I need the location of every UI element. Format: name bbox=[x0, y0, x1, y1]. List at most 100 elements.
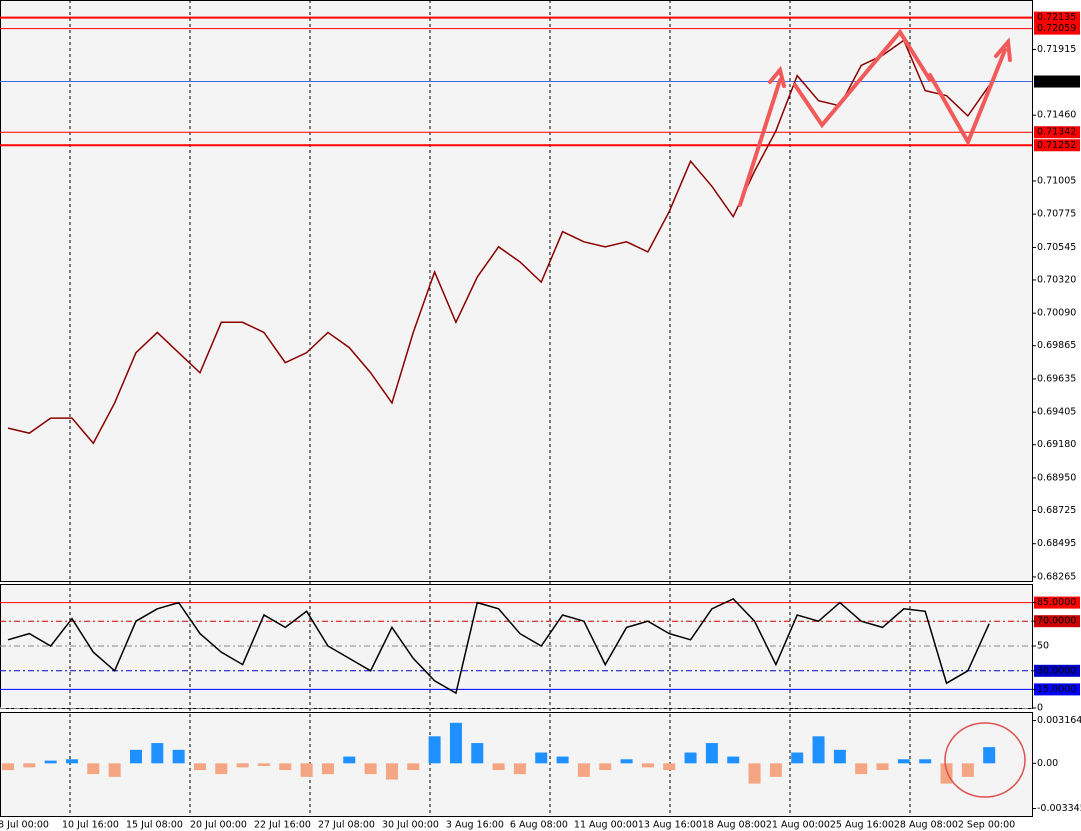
y-tick-label: 0.70545 bbox=[1037, 242, 1076, 253]
y-tick-label: 0.71915 bbox=[1037, 44, 1076, 55]
tick-label-box bbox=[1034, 664, 1080, 677]
marks: 0.71915 0.71460 0.71005 0.70775 0.70545 0.703… bbox=[0, 11, 1081, 831]
histogram-bar bbox=[599, 763, 612, 771]
level-label-box bbox=[1034, 126, 1080, 139]
histogram-bar bbox=[193, 763, 206, 771]
histogram-bar bbox=[257, 763, 270, 767]
y-tick-label: 0.69865 bbox=[1037, 340, 1076, 351]
x-tick-label: 6 Aug 08:00 bbox=[510, 820, 568, 831]
histogram-bar bbox=[23, 763, 36, 768]
y-tick-label: 0.69180 bbox=[1037, 439, 1076, 450]
histogram-bar bbox=[983, 747, 996, 764]
histogram-bar bbox=[684, 752, 697, 764]
price-panel bbox=[0, 0, 1032, 581]
y-tick-label: 0.71460 bbox=[1037, 110, 1076, 121]
x-tick-label: 22 Jul 16:00 bbox=[254, 820, 311, 831]
x-tick-label: 13 Aug 16:00 bbox=[638, 820, 702, 831]
histogram-bar bbox=[236, 763, 249, 768]
y-tick-label: 0.68950 bbox=[1037, 472, 1076, 483]
histogram-bar bbox=[513, 763, 526, 775]
y-tick-label: 15.0000 bbox=[1037, 684, 1076, 695]
histogram-bar bbox=[705, 743, 718, 764]
arrow bbox=[928, 48, 1007, 147]
x-tick-label: 10 Jul 16:00 bbox=[62, 820, 119, 831]
histogram-bar bbox=[577, 763, 590, 777]
histogram-bar bbox=[940, 763, 953, 784]
histogram-bar bbox=[215, 763, 228, 775]
histogram-bar bbox=[535, 752, 548, 764]
histogram-bar bbox=[44, 760, 57, 764]
histogram-bar bbox=[364, 763, 377, 775]
histogram-bar bbox=[65, 759, 78, 764]
y-tick-label: 70.0000 bbox=[1037, 616, 1076, 627]
histogram-bar bbox=[833, 749, 846, 764]
tick-label-box bbox=[1034, 596, 1080, 609]
x-tick-label: 21 Aug 00:00 bbox=[766, 820, 830, 831]
level-label: 0.72059 bbox=[1037, 23, 1076, 34]
histogram-bar bbox=[108, 763, 121, 777]
y-tick-label: 0.68725 bbox=[1037, 505, 1076, 516]
histogram-bar bbox=[769, 763, 782, 777]
level-label-box bbox=[1034, 139, 1080, 152]
histogram-bar bbox=[876, 763, 889, 771]
x-tick-label: 8 Jul 00:00 bbox=[0, 820, 49, 831]
level-label-box bbox=[1034, 22, 1080, 35]
tick-label-box bbox=[1034, 683, 1080, 696]
histogram-bar bbox=[727, 756, 740, 764]
histogram-bar bbox=[321, 763, 334, 775]
vertical-grid bbox=[69, 0, 911, 816]
histogram-bar bbox=[300, 763, 313, 777]
arrow-head bbox=[994, 37, 1012, 62]
arrow bbox=[738, 78, 782, 207]
level-label: 0.71252 bbox=[1037, 140, 1076, 151]
x-tick-label: 18 Aug 08:00 bbox=[702, 820, 766, 831]
histogram-bar bbox=[407, 763, 420, 771]
annotation-arrows bbox=[738, 28, 1012, 207]
y-tick-label: 0.70320 bbox=[1037, 274, 1076, 285]
histogram-bar bbox=[385, 763, 398, 780]
histogram-bar bbox=[919, 759, 932, 764]
y-tick-label: 0.68495 bbox=[1037, 538, 1076, 549]
x-tick-label: 27 Jul 08:00 bbox=[318, 820, 375, 831]
histogram-bar bbox=[129, 749, 142, 764]
histogram-bar bbox=[897, 759, 910, 764]
histogram-bar bbox=[641, 763, 654, 768]
x-tick-label: 2 Sep 00:00 bbox=[958, 820, 1015, 831]
histogram-bar bbox=[748, 763, 761, 784]
histogram-bar bbox=[663, 763, 676, 771]
price-line bbox=[7, 39, 990, 445]
y-tick-label: 0.69405 bbox=[1037, 407, 1076, 418]
price-line bbox=[7, 597, 990, 695]
level-label: 0.72135 bbox=[1037, 12, 1076, 23]
histogram-bar bbox=[492, 763, 505, 771]
histogram-bar bbox=[151, 743, 164, 764]
histogram-bar bbox=[2, 763, 14, 771]
tick-label-box bbox=[1034, 615, 1080, 628]
histogram-bar bbox=[812, 736, 825, 764]
y-tick-label: 0.71005 bbox=[1037, 175, 1076, 186]
histogram-bar bbox=[449, 722, 462, 764]
x-tick-label: 28 Aug 08:00 bbox=[894, 820, 958, 831]
y-tick-label: 0.70090 bbox=[1037, 308, 1076, 319]
x-tick-label: 25 Aug 16:00 bbox=[830, 820, 894, 831]
level-label-box bbox=[1034, 75, 1080, 88]
y-tick-label: 0 bbox=[1037, 703, 1043, 714]
frame bbox=[0, 712, 1033, 817]
level-label: 0.71693 bbox=[1037, 76, 1076, 87]
y-tick-label: 50 bbox=[1037, 641, 1049, 652]
x-tick-label: 20 Jul 00:00 bbox=[190, 820, 247, 831]
y-tick-label: 30.0000 bbox=[1037, 665, 1076, 676]
x-tick-label: 3 Aug 16:00 bbox=[446, 820, 504, 831]
highlight-circle bbox=[944, 722, 1026, 798]
arrow-head bbox=[768, 65, 786, 88]
histogram-bar bbox=[556, 756, 569, 764]
y-tick-label: 0.70775 bbox=[1037, 209, 1076, 220]
arrow bbox=[793, 28, 932, 129]
histogram-bar bbox=[279, 763, 292, 771]
level-label: 0.71342 bbox=[1037, 127, 1076, 138]
histogram-bar bbox=[620, 759, 633, 764]
histogram-bar bbox=[791, 752, 804, 764]
y-tick-label: 0.69635 bbox=[1037, 373, 1076, 384]
